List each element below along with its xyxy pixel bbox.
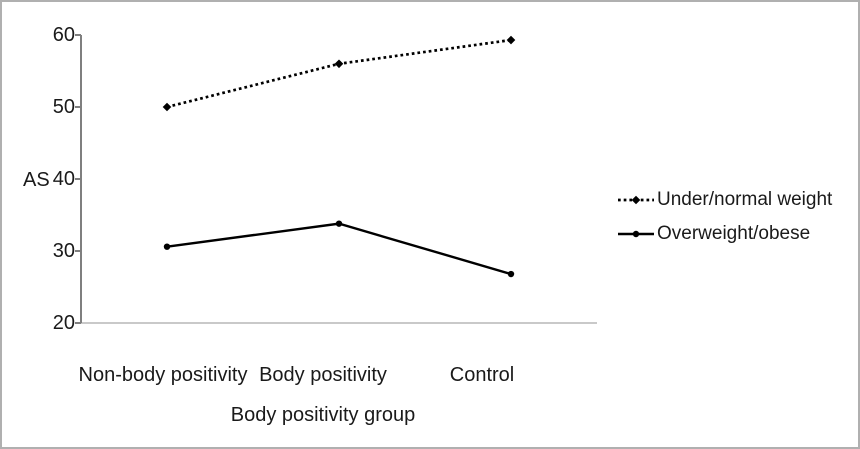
- x-category-label-non-body-positivity: Non-body positivity: [78, 364, 248, 386]
- y-axis-title: AS: [23, 169, 50, 191]
- legend-label: Overweight/obese: [657, 223, 811, 244]
- y-tick-label-40: 40: [52, 168, 75, 190]
- legend-label: Under/normal weight: [657, 189, 833, 210]
- y-tick-label-20: 20: [52, 312, 75, 334]
- x-category-label-control: Control: [449, 364, 515, 386]
- x-axis-title: Body positivity group: [230, 404, 416, 426]
- y-tick-label-50: 50: [52, 96, 75, 118]
- dotted-line-diamond-marker-icon: [618, 195, 654, 205]
- x-category-label-body-positivity: Body positivity: [259, 364, 387, 386]
- y-tick-label-60: 60: [52, 24, 75, 46]
- solid-line-circle-marker-icon: [618, 230, 654, 238]
- legend: Under/normal weight Overweight/obese: [618, 188, 832, 246]
- legend-item-under-normal-weight: Under/normal weight: [618, 188, 832, 212]
- legend-item-overweight-obese: Overweight/obese: [618, 222, 832, 246]
- y-tick-label-30: 30: [52, 240, 75, 262]
